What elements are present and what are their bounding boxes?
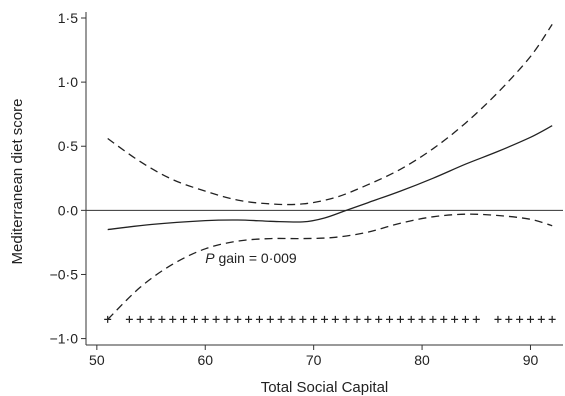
rug-mark — [190, 315, 198, 323]
rug-mark — [342, 315, 350, 323]
rug-mark — [158, 315, 166, 323]
rug-mark — [104, 315, 112, 323]
p-gain-annotation: P gain = 0·009 — [205, 250, 297, 266]
rug-mark — [212, 315, 220, 323]
rug-mark — [245, 315, 253, 323]
rug-mark — [440, 315, 448, 323]
rug-mark — [537, 315, 545, 323]
y-tick-label: 0·5 — [58, 138, 78, 154]
rug-mark — [277, 315, 285, 323]
rug-mark — [147, 315, 155, 323]
rug-mark — [407, 315, 415, 323]
rug-mark — [461, 315, 469, 323]
lower-confidence-curve — [107, 213, 553, 320]
rug-mark — [299, 315, 307, 323]
rug-mark — [266, 315, 274, 323]
rug-mark — [451, 315, 459, 323]
fitted-curve — [107, 125, 553, 231]
rug-mark — [516, 315, 524, 323]
plot-area — [85, 12, 563, 346]
rug-mark — [310, 315, 318, 323]
x-tick-label: 50 — [89, 352, 105, 368]
rug-mark — [180, 315, 188, 323]
y-tick-label: −1·0 — [50, 331, 79, 347]
rug-mark — [396, 315, 404, 323]
x-tick-label: 90 — [523, 352, 539, 368]
rug-mark — [331, 315, 339, 323]
x-axis: 50 60 70 80 90 — [89, 345, 538, 368]
rug-mark — [201, 315, 209, 323]
y-tick-label: 1·0 — [58, 74, 78, 90]
y-axis-title: Mediterranean diet score — [9, 99, 26, 265]
p-gain-text: gain = 0·009 — [215, 250, 297, 266]
rug-mark — [526, 315, 534, 323]
rug-mark — [364, 315, 372, 323]
rug-mark — [472, 315, 480, 323]
y-axis: −1·0 −0·5 0·0 0·5 1·0 1·5 — [50, 10, 86, 347]
rug-mark — [223, 315, 231, 323]
p-symbol: P — [205, 250, 215, 266]
y-tick-label: 1·5 — [58, 10, 78, 26]
x-axis-title: Total Social Capital — [261, 379, 389, 396]
rug-mark — [234, 315, 242, 323]
rug-mark — [375, 315, 383, 323]
x-tick-label: 80 — [414, 352, 430, 368]
rug-mark — [505, 315, 513, 323]
rug-mark — [136, 315, 144, 323]
upper-confidence-curve — [107, 24, 553, 206]
rug-mark — [169, 315, 177, 323]
rug-mark — [548, 315, 556, 323]
rug-mark — [494, 315, 502, 323]
rug-marks — [104, 315, 556, 323]
x-tick-label: 60 — [197, 352, 213, 368]
rug-mark — [386, 315, 394, 323]
rug-mark — [418, 315, 426, 323]
y-tick-label: −0·5 — [50, 266, 79, 282]
rug-mark — [125, 315, 133, 323]
x-tick-label: 70 — [306, 352, 322, 368]
rug-mark — [353, 315, 361, 323]
rug-mark — [429, 315, 437, 323]
rug-mark — [321, 315, 328, 323]
y-tick-label: 0·0 — [58, 202, 78, 218]
rug-mark — [288, 315, 296, 323]
rug-mark — [255, 315, 263, 323]
